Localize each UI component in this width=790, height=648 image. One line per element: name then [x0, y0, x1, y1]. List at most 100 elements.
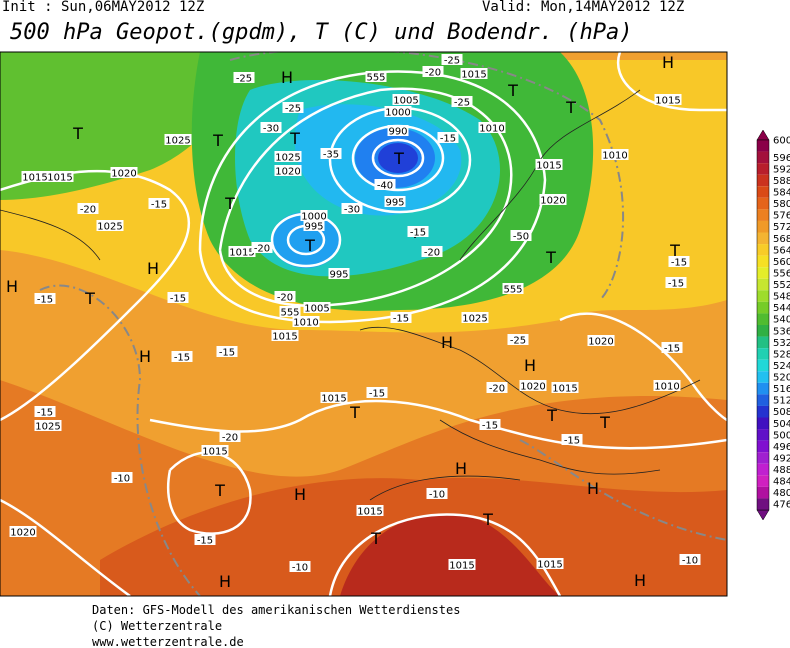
map-frame — [0, 51, 728, 597]
label-box — [365, 71, 387, 82]
label-box — [77, 203, 99, 214]
isoline-label: -20 — [222, 433, 238, 444]
label-box — [461, 312, 489, 323]
label-box — [366, 387, 388, 398]
label-box — [384, 106, 412, 117]
label-box — [219, 431, 241, 442]
colorbar-label: 580 — [773, 199, 790, 210]
colorbar-swatch — [757, 325, 769, 337]
colorbar-swatch — [757, 209, 769, 221]
label-box — [479, 419, 501, 430]
pressure-center: H — [281, 68, 293, 87]
footer-url: www.wetterzentrale.de — [92, 635, 244, 648]
label-box — [601, 149, 629, 160]
footer-copyright: (C) Wetterzentrale — [92, 619, 222, 633]
pressure-center: T — [565, 98, 576, 117]
label-box — [341, 203, 363, 214]
isoline-label: -15 — [564, 436, 580, 447]
pressure-center: H — [634, 571, 646, 590]
isoline-label: 1010 — [602, 151, 627, 162]
isoline-label: -30 — [344, 205, 360, 216]
colorbar-label: 520 — [773, 373, 790, 384]
isoline-label: 1000 — [385, 108, 410, 119]
pressure-center: T — [349, 403, 360, 422]
label-box — [111, 472, 133, 483]
label-box — [194, 534, 216, 545]
isoline-label: -50 — [513, 232, 529, 243]
isoline-label: -30 — [263, 124, 279, 135]
label-box — [34, 406, 56, 417]
isoline-label: 1015 — [357, 507, 382, 518]
colorbar-label: 548 — [773, 292, 790, 303]
isoline-label: 555 — [366, 73, 385, 84]
colorbar-label: 476 — [773, 500, 790, 511]
colorbar-label: 564 — [773, 245, 790, 256]
colorbar-label: 512 — [773, 396, 790, 407]
valid-time: Valid: Mon,14MAY2012 12Z — [482, 0, 684, 15]
colorbar-label: 556 — [773, 268, 790, 279]
isoline-label: 995 — [329, 270, 348, 281]
pressure-center: T — [212, 131, 223, 150]
label-box — [164, 134, 192, 145]
isoline-label: -15 — [219, 348, 235, 359]
label-box — [282, 102, 304, 113]
pressure-center: T — [393, 149, 404, 168]
label-box — [274, 291, 296, 302]
colorbar-swatch — [757, 463, 769, 476]
isoline-label: -20 — [424, 248, 440, 259]
label-box — [34, 293, 56, 304]
colorbar-label: 596 — [773, 153, 790, 164]
isoline-label: 1005 — [304, 304, 329, 315]
init-time: Init : Sun,06MAY2012 12Z — [2, 0, 204, 15]
pressure-center: T — [72, 124, 83, 143]
label-box — [233, 72, 255, 83]
colorbar-swatch — [757, 348, 769, 360]
label-box — [519, 380, 547, 391]
colorbar-swatch — [757, 382, 769, 395]
isoline-label: -15 — [482, 421, 498, 432]
colorbar-swatch — [757, 336, 769, 349]
pressure-center: T — [84, 289, 95, 308]
colorbar-swatch — [757, 452, 769, 464]
pressure-center: T — [224, 194, 235, 213]
isoline-label: -15 — [369, 389, 385, 400]
colorbar-label: 592 — [773, 164, 790, 175]
label-box — [422, 66, 444, 77]
colorbar-swatch — [757, 174, 769, 187]
label-box — [292, 316, 320, 327]
colorbar-swatch — [757, 498, 769, 510]
isoline-label: 1015 — [202, 447, 227, 458]
colorbar-frame — [756, 139, 770, 511]
isoline-label: -10 — [114, 474, 130, 485]
colorbar-label: 480 — [773, 488, 790, 499]
label-box — [387, 125, 409, 136]
isoline-label: -20 — [277, 293, 293, 304]
label-box — [451, 96, 473, 107]
isoline-label: 1025 — [35, 422, 60, 433]
colorbar-label: 588 — [773, 176, 790, 187]
colorbar-label: 492 — [773, 453, 790, 464]
label-box — [539, 194, 567, 205]
pressure-center: H — [587, 479, 599, 498]
label-box — [426, 488, 448, 499]
label-box — [303, 302, 331, 313]
colorbar-swatch — [757, 417, 769, 430]
colorbar-label: 584 — [773, 188, 790, 199]
colorbar-label: 488 — [773, 465, 790, 476]
label-box — [390, 312, 412, 323]
label-box — [561, 434, 583, 445]
isoline-label: 1015 — [229, 248, 254, 259]
label-box — [110, 167, 138, 178]
pressure-center: H — [441, 333, 453, 352]
label-box — [34, 420, 62, 431]
label-box — [374, 179, 396, 190]
label-box — [171, 351, 193, 362]
isoline-label: 1015 — [47, 173, 72, 184]
isoline-label: 995 — [385, 198, 404, 209]
label-box — [260, 122, 282, 133]
label-box — [228, 246, 256, 257]
colorbar-label: 600 — [773, 136, 790, 147]
label-box — [289, 561, 311, 572]
label-box — [437, 132, 459, 143]
